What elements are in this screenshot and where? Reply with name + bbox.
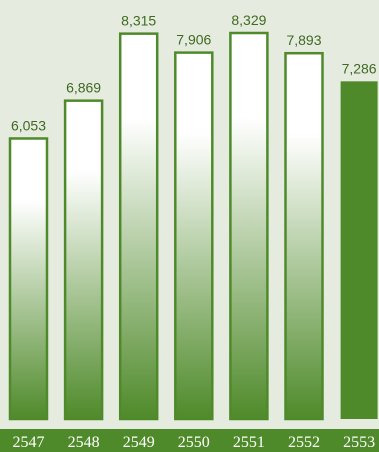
value-label-2550: 7,906	[176, 32, 211, 48]
value-label-2549: 8,315	[121, 13, 156, 29]
bars-layer	[8, 31, 378, 421]
category-label-2550: 2550	[178, 434, 210, 451]
category-axis-band	[0, 429, 379, 452]
category-label-2548: 2548	[68, 434, 100, 451]
category-label-2552: 2552	[288, 434, 320, 451]
value-label-2551: 8,329	[231, 12, 266, 28]
category-label-2549: 2549	[123, 434, 155, 451]
category-label-2547: 2547	[13, 434, 45, 451]
bar-2548	[63, 99, 104, 421]
bar-2549	[118, 32, 159, 421]
bar-2547	[8, 137, 49, 421]
value-labels-layer: 6,053 6,869 8,315 7,906 8,329 7,893 7,286	[11, 12, 377, 133]
bar-2551	[229, 31, 269, 421]
category-label-2553: 2553	[343, 434, 375, 451]
value-label-2553: 7,286	[342, 60, 377, 76]
bar-2552	[284, 51, 324, 421]
value-label-2548: 6,869	[66, 80, 101, 96]
bar-2550	[174, 51, 214, 421]
value-label-2552: 7,893	[286, 32, 321, 48]
category-labels-layer: 2547 2548 2549 2550 2551 2552 2553	[13, 434, 376, 451]
category-label-2551: 2551	[233, 434, 265, 451]
value-label-2547: 6,053	[11, 117, 46, 133]
bar-2553	[340, 81, 378, 419]
